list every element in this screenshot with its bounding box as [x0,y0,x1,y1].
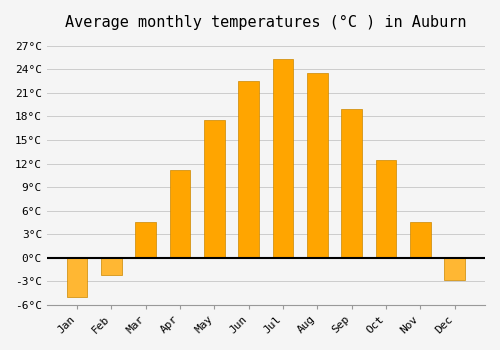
Bar [410,222,430,258]
Bar [67,258,87,297]
Bar [136,222,156,258]
Bar [273,59,293,258]
Bar [307,74,328,258]
Title: Average monthly temperatures (°C ) in Auburn: Average monthly temperatures (°C ) in Au… [65,15,466,30]
Bar [238,81,259,258]
Bar [444,258,465,280]
Bar [342,108,362,258]
Bar [170,170,190,258]
Bar [376,160,396,258]
Bar [101,258,121,275]
Bar [204,120,225,258]
